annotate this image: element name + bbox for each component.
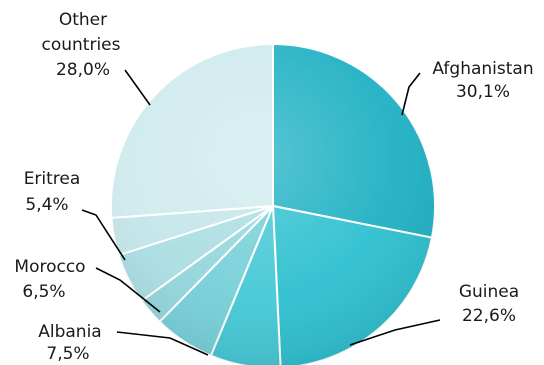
leader-line-eritrea — [81, 209, 126, 261]
label-eritrea: Eritrea — [24, 169, 81, 189]
label-other-line2: countries — [42, 35, 121, 55]
pie-slice-afghanistan — [272, 42, 437, 239]
value-other: 28,0% — [56, 60, 110, 80]
label-guinea: Guinea — [459, 282, 519, 302]
value-afghanistan: 30,1% — [456, 82, 510, 102]
pie-slice-other-countries — [110, 42, 274, 219]
value-guinea: 22,6% — [462, 306, 516, 326]
leader-line-albania — [116, 331, 209, 356]
label-albania: Albania — [38, 322, 101, 342]
leader-line-other — [124, 69, 151, 106]
value-albania: 7,5% — [46, 344, 89, 364]
value-eritrea: 5,4% — [25, 195, 68, 215]
leader-line-afghanistan — [401, 72, 421, 116]
label-afghanistan: Afghanistan — [432, 59, 533, 79]
leader-line-guinea — [349, 319, 441, 346]
leader-line-morocco — [95, 267, 161, 313]
value-morocco: 6,5% — [22, 282, 65, 302]
label-other-line1: Other — [59, 10, 107, 30]
pie-slices — [110, 42, 437, 365]
label-morocco: Morocco — [14, 257, 85, 277]
